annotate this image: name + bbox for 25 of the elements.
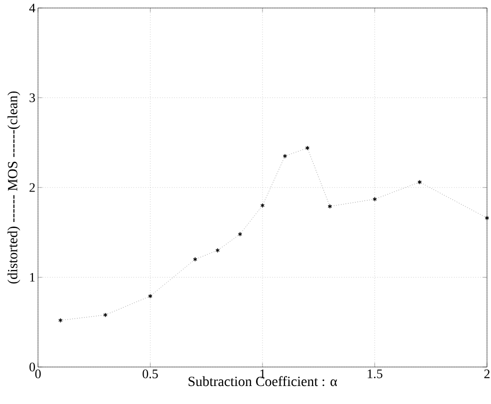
x-tick-label: 0 xyxy=(35,370,41,378)
point xyxy=(103,312,108,318)
point xyxy=(215,248,220,253)
x-tick-label: 2 xyxy=(484,370,490,378)
x-tick-label: 0.5 xyxy=(142,370,158,378)
y-tick-label: 0 xyxy=(30,362,35,372)
point xyxy=(305,146,310,150)
point xyxy=(484,216,490,220)
point xyxy=(58,318,63,323)
x-tick-label: 1 xyxy=(260,370,265,378)
point xyxy=(193,256,198,262)
y-axis-title: (distorted) ------ MOS ------(clean) xyxy=(8,91,20,284)
point xyxy=(328,204,332,209)
point xyxy=(372,196,377,202)
point xyxy=(418,180,422,185)
point xyxy=(260,203,265,208)
y-tick-label: 1 xyxy=(30,272,35,282)
y-tick-label: 4 xyxy=(29,4,36,12)
y-tick-label: 2 xyxy=(30,183,35,192)
point xyxy=(148,294,152,298)
y-tick-label: 3 xyxy=(30,93,35,102)
x-tick-label: 1.5 xyxy=(368,370,382,378)
point xyxy=(238,232,242,237)
x-axis-title: Subtraction Coefficient : α xyxy=(188,376,338,386)
point xyxy=(282,154,288,158)
